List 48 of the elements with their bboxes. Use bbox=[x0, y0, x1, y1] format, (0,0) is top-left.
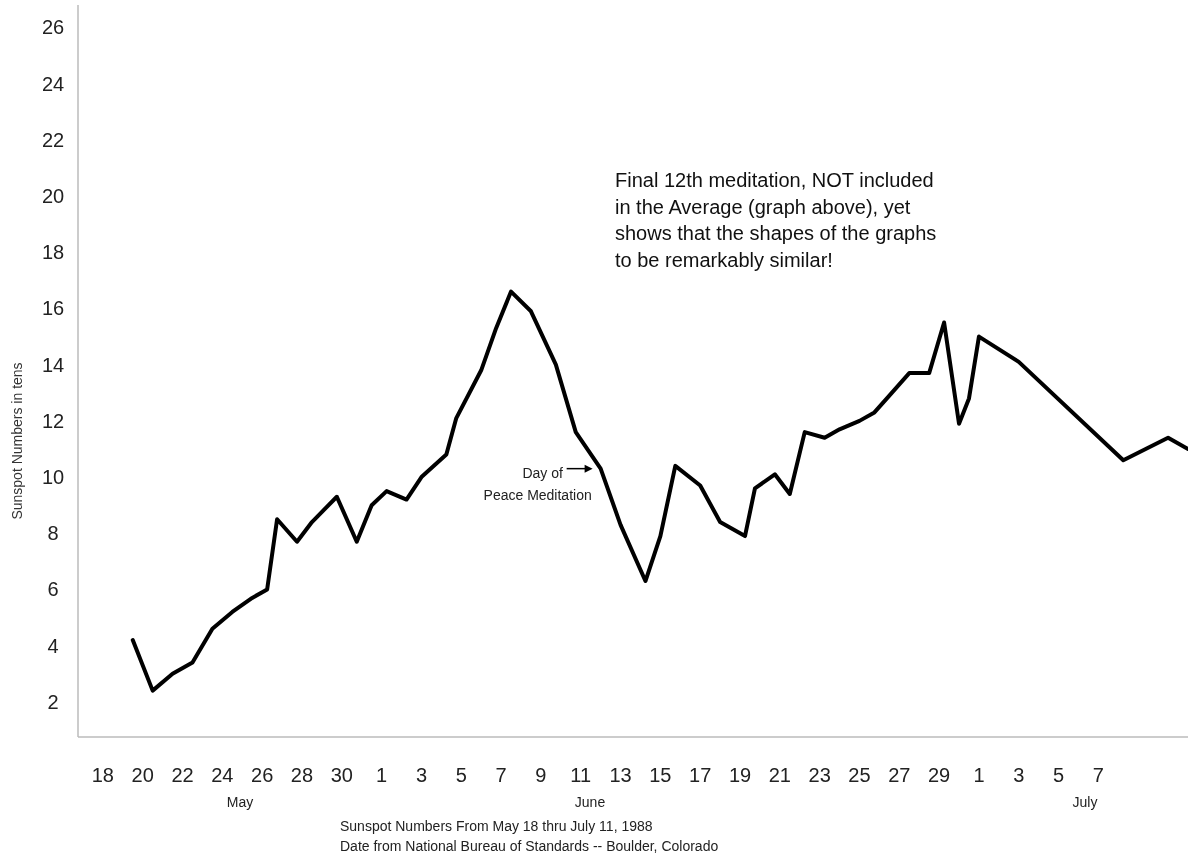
x-tick-label: 11 bbox=[570, 764, 592, 786]
y-tick-label: 4 bbox=[47, 634, 59, 657]
x-tick-label: 23 bbox=[808, 764, 831, 786]
x-tick-label: 24 bbox=[211, 764, 234, 786]
y-axis-title: Sunspot Numbers in tens bbox=[9, 362, 25, 520]
x-tick-label: 30 bbox=[330, 764, 353, 786]
x-tick-label: 19 bbox=[728, 764, 752, 786]
x-tick-label: 5 bbox=[455, 764, 467, 786]
y-tick-label: 18 bbox=[41, 241, 65, 264]
x-tick-label: 26 bbox=[251, 764, 274, 786]
y-tick-label: 12 bbox=[41, 409, 65, 432]
y-tick-label: 10 bbox=[41, 466, 65, 489]
y-tick-label: 8 bbox=[47, 522, 59, 545]
x-tick-label: 3 bbox=[1013, 764, 1025, 786]
y-tick-label: 20 bbox=[41, 185, 65, 208]
x-tick-label: 27 bbox=[888, 764, 911, 786]
x-axis-title: Sunspot Numbers From May 18 thru July 11, 1988 bbox=[340, 818, 653, 834]
x-tick-label: 1 bbox=[973, 764, 985, 786]
x-tick-label: 21 bbox=[768, 764, 791, 786]
y-tick-label: 14 bbox=[41, 353, 65, 376]
x-tick-label: 18 bbox=[91, 764, 115, 786]
x-tick-label: 20 bbox=[131, 764, 154, 786]
x-tick-label: 7 bbox=[1092, 764, 1104, 786]
y-tick-label: 22 bbox=[41, 128, 65, 151]
x-tick-label: 29 bbox=[928, 764, 951, 786]
text: Date from National Bureau of Standards -- Boulder, Colorado bbox=[340, 838, 719, 854]
y-tick-label: 24 bbox=[41, 72, 65, 95]
x-tick-label: 1 bbox=[376, 764, 388, 786]
y-tick-label: 26 bbox=[41, 16, 65, 39]
y-tick-label: 6 bbox=[47, 578, 59, 601]
x-tick-label: 15 bbox=[649, 764, 672, 786]
x-tick-label: 17 bbox=[689, 764, 712, 786]
text: June bbox=[574, 794, 606, 810]
y-tick-label: 16 bbox=[41, 297, 65, 320]
annotation: Final 12th meditation, NOT included in the Average (graph above), yet shows that the shapes of the graphs to be remarkably similar! bbox=[615, 169, 937, 271]
x-tick-label: 3 bbox=[415, 764, 428, 786]
text: July bbox=[1072, 794, 1098, 810]
x-tick-label: 7 bbox=[495, 764, 507, 786]
x-tick-label: 25 bbox=[848, 764, 871, 786]
x-tick-label: 28 bbox=[290, 764, 314, 786]
line-series bbox=[130, 289, 1188, 693]
x-tick-label: 5 bbox=[1053, 764, 1065, 786]
annotation: Day of Peace Meditation bbox=[483, 464, 592, 503]
x-tick-label: 13 bbox=[609, 764, 632, 786]
text: May bbox=[226, 794, 254, 810]
x-tick-label: 22 bbox=[171, 764, 194, 786]
x-tick-label: 9 bbox=[535, 764, 547, 786]
y-tick-label: 2 bbox=[47, 690, 59, 713]
